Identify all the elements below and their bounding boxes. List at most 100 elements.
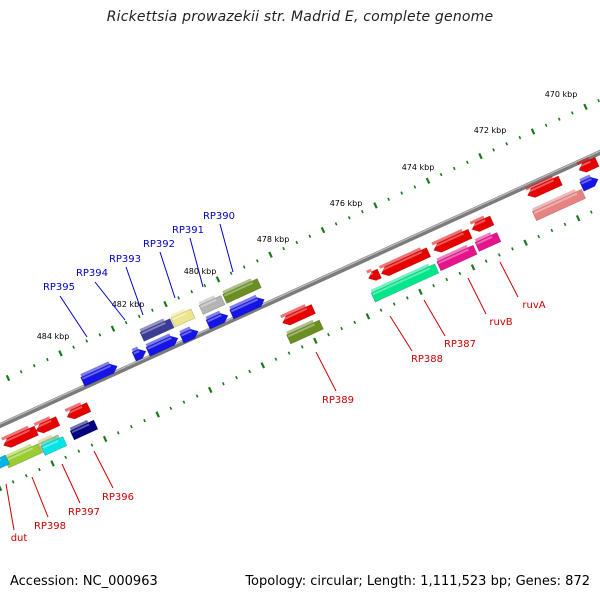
gene-block[interactable] — [145, 331, 180, 357]
outer-tick — [190, 290, 194, 294]
tick-label: 478 kbp — [257, 235, 290, 244]
outer-tick — [203, 283, 207, 288]
leader-line — [389, 315, 413, 352]
outer-tick — [163, 300, 168, 308]
outer-tick — [32, 363, 36, 368]
inner-tick — [340, 326, 343, 331]
gene-block[interactable] — [198, 293, 226, 315]
outer-tick — [505, 142, 509, 146]
gene-label-forward[interactable]: RP392 — [143, 239, 175, 250]
gene-block[interactable] — [79, 359, 119, 387]
inner-tick — [484, 259, 488, 263]
gene-block[interactable] — [205, 308, 230, 330]
leader-line — [59, 295, 88, 338]
outer-tick — [242, 265, 246, 269]
gene-block[interactable] — [531, 187, 587, 222]
gene-block[interactable] — [0, 423, 39, 450]
gene-block[interactable] — [40, 434, 68, 456]
gene-block[interactable] — [64, 400, 92, 422]
inner-tick — [195, 394, 199, 398]
gene-block[interactable] — [576, 155, 600, 175]
gene-label-reverse[interactable]: dut — [11, 533, 28, 544]
gene-block[interactable] — [578, 172, 600, 192]
leader-line — [61, 463, 81, 504]
gene-label-forward[interactable]: RP391 — [172, 225, 204, 236]
inner-tick — [0, 485, 3, 492]
tick-label: 484 kbp — [37, 332, 70, 341]
gene-label-reverse[interactable]: RP396 — [102, 492, 134, 503]
outer-tick — [256, 259, 259, 263]
leader-line — [219, 223, 234, 273]
gene-label-reverse[interactable]: RP389 — [322, 395, 354, 406]
outer-tick — [268, 251, 273, 258]
inner-tick — [418, 288, 423, 295]
inner-tick — [458, 271, 462, 276]
gene-block[interactable] — [228, 292, 266, 320]
inner-tick — [470, 264, 476, 271]
gene-block[interactable] — [33, 414, 61, 436]
gene-block[interactable] — [378, 245, 432, 278]
leader-line — [5, 483, 15, 531]
leader-line — [499, 261, 519, 298]
leader-line — [94, 281, 126, 321]
outer-tick — [85, 339, 89, 343]
inner-tick — [313, 337, 318, 345]
gene-block[interactable] — [370, 261, 440, 303]
outer-tick — [46, 357, 49, 362]
genome-backbone — [0, 149, 600, 429]
gene-block[interactable] — [285, 317, 324, 345]
outer-tick — [334, 222, 338, 226]
tick-label: 474 kbp — [402, 163, 435, 172]
inner-tick — [102, 435, 108, 443]
gene-block[interactable] — [469, 213, 495, 234]
inner-tick — [155, 411, 160, 418]
gene-block[interactable] — [365, 266, 382, 283]
gene-block[interactable] — [170, 306, 196, 328]
gene-label-forward[interactable]: RP394 — [76, 268, 108, 279]
gene-label-reverse[interactable]: ruvA — [522, 300, 545, 311]
outer-tick — [373, 202, 378, 209]
gene-block[interactable] — [178, 324, 200, 344]
gene-block[interactable] — [0, 452, 10, 470]
gene-block[interactable] — [279, 302, 316, 328]
tick-label: 470 kbp — [545, 90, 578, 99]
leader-line — [423, 299, 446, 337]
outer-tick — [361, 209, 364, 214]
gene-label-reverse[interactable]: RP398 — [34, 521, 66, 532]
gene-block[interactable] — [131, 344, 148, 362]
outer-tick — [229, 271, 233, 275]
gene-block[interactable] — [524, 173, 563, 200]
leader-line — [159, 251, 176, 299]
outer-tick — [583, 103, 588, 110]
gene-block[interactable] — [3, 441, 42, 469]
outer-tick — [597, 98, 600, 103]
inner-tick — [222, 382, 225, 386]
gene-label-forward[interactable]: RP395 — [43, 282, 75, 293]
leader-line — [93, 450, 114, 489]
inner-tick — [405, 296, 409, 300]
outer-tick — [492, 148, 495, 152]
inner-tick — [432, 283, 435, 288]
gene-block[interactable] — [139, 316, 175, 342]
gene-block[interactable] — [69, 417, 99, 441]
gene-label-reverse[interactable]: ruvB — [489, 317, 512, 328]
gene-label-reverse[interactable]: RP397 — [68, 507, 100, 518]
tick-label: 472 kbp — [474, 126, 507, 135]
outer-tick — [5, 374, 11, 382]
gene-label-forward[interactable]: RP390 — [203, 211, 235, 222]
gene-label-forward[interactable]: RP393 — [109, 254, 141, 265]
gene-block[interactable] — [430, 226, 473, 254]
tick-label: 482 kbp — [112, 300, 145, 309]
outer-tick — [72, 345, 75, 349]
inner-tick — [274, 357, 278, 361]
gene-label-reverse[interactable]: RP387 — [444, 339, 476, 350]
gene-block[interactable] — [221, 276, 262, 304]
inner-tick — [38, 467, 41, 472]
inner-tick — [260, 362, 266, 369]
gene-block[interactable] — [474, 230, 502, 252]
outer-tick — [413, 185, 417, 189]
gene-label-reverse[interactable]: RP388 — [411, 354, 443, 365]
gene-block[interactable] — [435, 242, 478, 272]
outer-tick — [151, 308, 154, 312]
